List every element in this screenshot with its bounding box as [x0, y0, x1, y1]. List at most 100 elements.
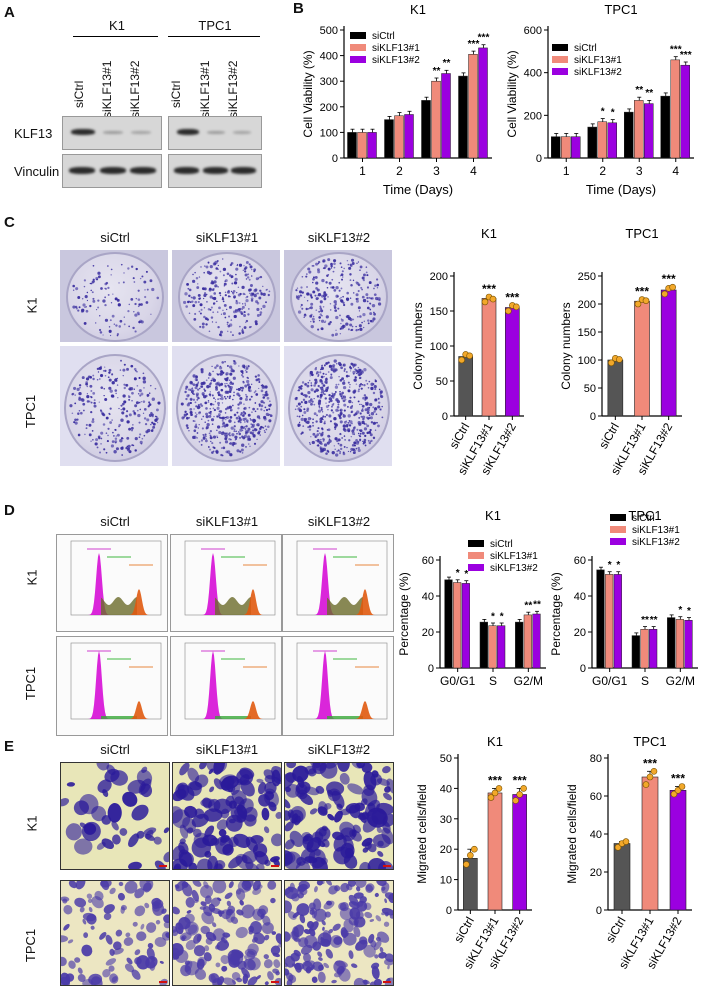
colony-dot [212, 289, 215, 292]
colony-dot [229, 395, 232, 398]
bar [571, 136, 581, 159]
colony-dot [139, 408, 142, 411]
colony-dot [372, 436, 376, 440]
bar [479, 621, 488, 669]
migrated-cell [361, 763, 373, 773]
migrated-cell [337, 763, 350, 772]
colony-dot [224, 291, 227, 294]
migrated-cell [131, 804, 149, 821]
colony-dot [352, 318, 355, 321]
colony-dot [297, 310, 302, 314]
colony-dot [350, 302, 354, 306]
colony-dot [334, 437, 338, 441]
colony-dot [232, 445, 235, 447]
colony-dot [265, 408, 269, 412]
colony-dot [360, 286, 363, 289]
colony-dot [305, 307, 308, 311]
colony-dot [339, 432, 342, 436]
colony-dot [192, 304, 196, 308]
colony-dot [308, 270, 312, 274]
column-title: siKLF13#2 [307, 742, 371, 757]
colony-dot [122, 281, 125, 284]
y-tick-label: 200 [524, 110, 542, 122]
colony-dot [337, 449, 340, 452]
colony-dot [358, 417, 361, 419]
colony-dot [322, 440, 325, 442]
colony-dot [188, 417, 190, 419]
colony-dot [74, 394, 76, 396]
migrated-cell [317, 971, 326, 983]
colony-dot [343, 435, 346, 437]
colony-dot [219, 294, 222, 297]
colony-dot [245, 419, 249, 423]
migrated-cell [91, 896, 104, 909]
bar [667, 617, 676, 669]
colony-dot [334, 309, 338, 312]
migrated-cell [205, 937, 213, 945]
colony-dot [318, 406, 321, 409]
colony-dot [313, 397, 315, 400]
colony-dot [233, 428, 236, 431]
migrated-cell [309, 909, 315, 915]
colony-dot [236, 291, 238, 294]
colony-dot [251, 396, 253, 398]
colony-dot [243, 411, 247, 415]
colony-dot [330, 262, 333, 266]
colony-dot [192, 435, 196, 439]
colony-dot [201, 418, 203, 420]
bar [431, 80, 441, 159]
colony-dot [230, 290, 233, 292]
colony-dot [188, 312, 191, 315]
colony-dot [357, 400, 360, 403]
colony-dot [115, 435, 118, 437]
colony-dot [92, 278, 95, 281]
colony-dot [108, 412, 110, 415]
significance-label: *** [635, 285, 649, 299]
legend-swatch [610, 538, 626, 545]
migrated-cell [178, 841, 189, 855]
colony-dot [143, 387, 145, 389]
colony-dot [341, 397, 344, 400]
migrated-cell [355, 881, 367, 888]
colony-dot [216, 425, 221, 429]
colony-dot [252, 434, 256, 438]
colony-dot [130, 297, 134, 301]
colony-dot [95, 276, 99, 280]
colony-dot [346, 425, 349, 428]
colony-dot [336, 450, 339, 453]
colony-dot [71, 412, 74, 415]
data-point [489, 295, 497, 303]
colony-dot [219, 394, 223, 398]
colony-dot [305, 275, 308, 278]
colony-dot [229, 408, 233, 412]
row-label-k1: K1 [24, 297, 40, 314]
colony-dot [199, 297, 202, 300]
migrated-cell [324, 803, 332, 810]
colony-dot [309, 294, 313, 297]
colony-dot [139, 394, 142, 397]
colony-dot [217, 325, 220, 329]
colony-dot [104, 318, 109, 322]
colony-dot [188, 288, 192, 292]
colony-dot [249, 292, 251, 295]
colony-dot [357, 390, 360, 393]
g1-peak [71, 553, 127, 615]
migrated-cell [363, 784, 375, 797]
colony-dot [97, 299, 100, 302]
migrated-cell [226, 908, 233, 916]
colony-dot [205, 427, 207, 429]
migrated-cell [175, 922, 184, 935]
migrated-cell [147, 942, 154, 949]
colony-dot [126, 436, 130, 440]
colony-dot [315, 366, 317, 369]
migrated-cell [215, 835, 234, 855]
colony-dot [307, 426, 310, 429]
colony-dot [235, 416, 239, 420]
bar [384, 119, 394, 159]
colony-dot [232, 376, 236, 380]
colony-dot [78, 397, 82, 401]
colony-dot [200, 404, 204, 407]
colony-dot [74, 418, 77, 422]
colony-dot [346, 446, 348, 449]
